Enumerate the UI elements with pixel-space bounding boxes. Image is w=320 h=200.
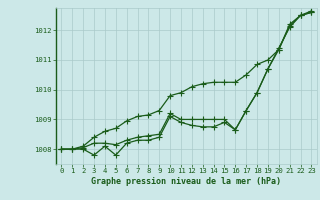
X-axis label: Graphe pression niveau de la mer (hPa): Graphe pression niveau de la mer (hPa) xyxy=(92,177,281,186)
